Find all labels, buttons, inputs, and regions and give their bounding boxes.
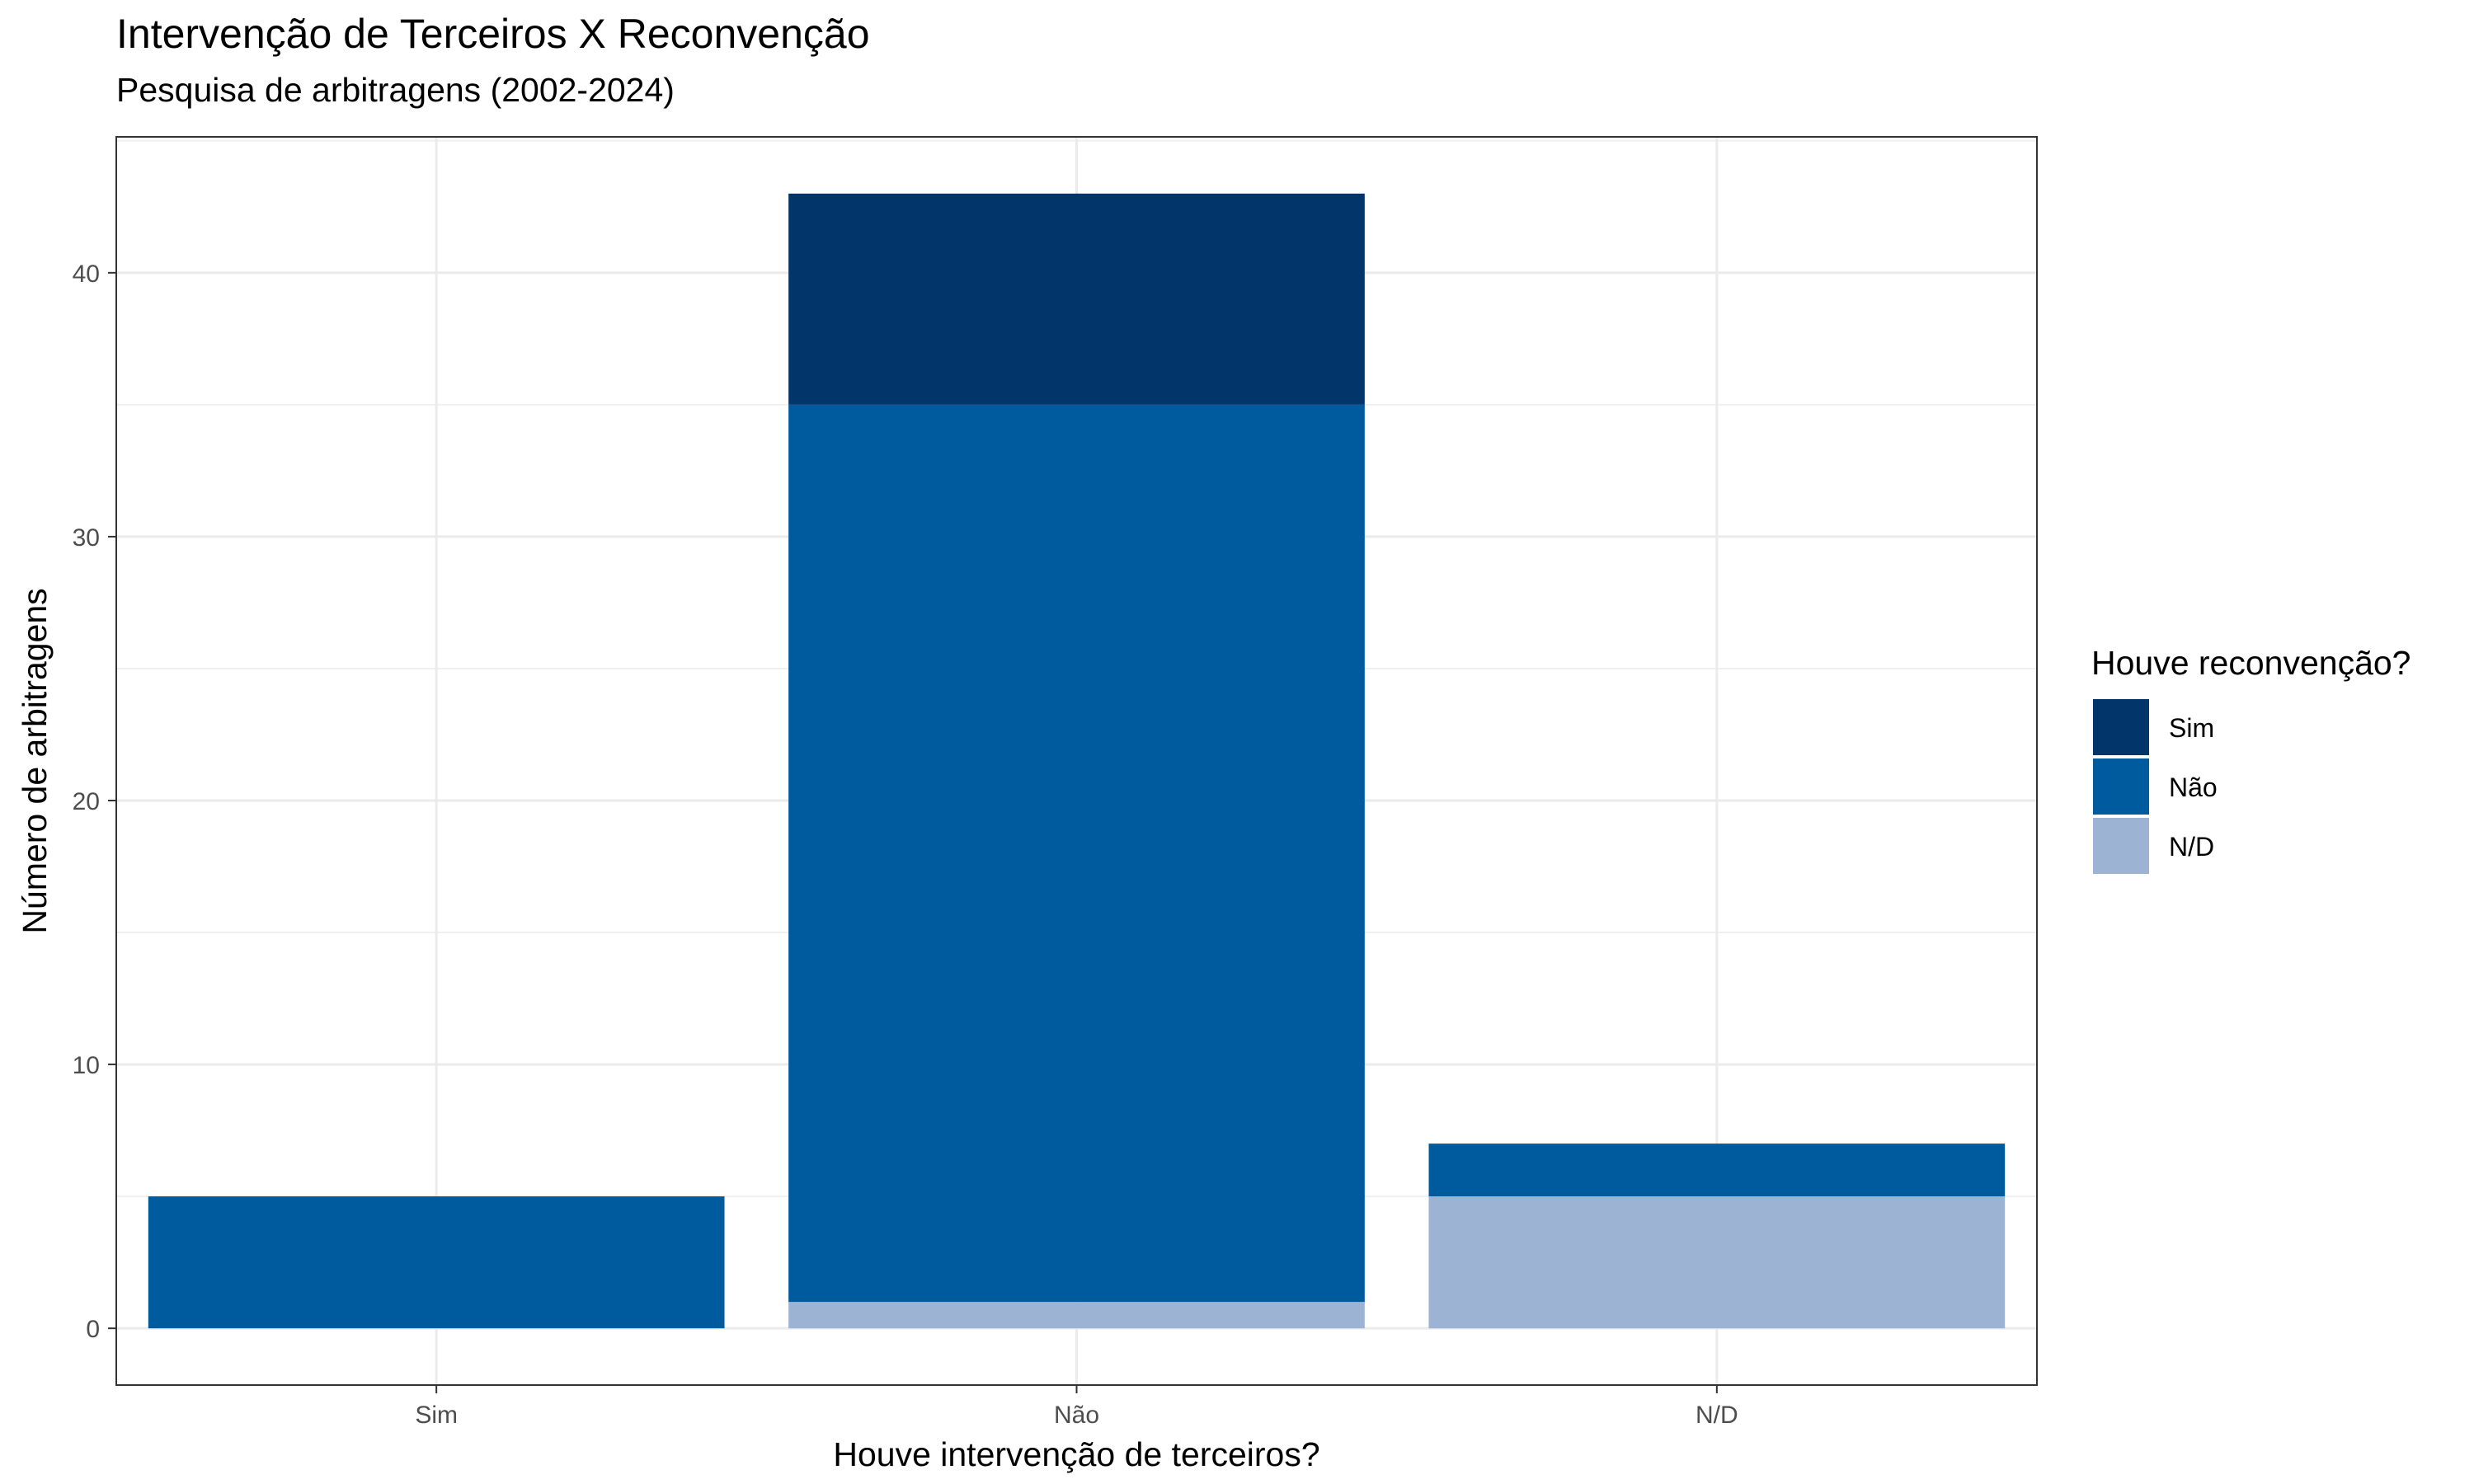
y-tick-label: 10 bbox=[73, 1052, 100, 1079]
chart-title: Intervenção de Terceiros X Reconvenção bbox=[116, 11, 870, 57]
x-tick-label: N/D bbox=[1696, 1402, 1738, 1429]
legend-key bbox=[2093, 758, 2149, 815]
y-axis-title: Número de arbitragens bbox=[16, 588, 54, 933]
x-tick-label: Não bbox=[1054, 1402, 1099, 1429]
legend-title: Houve reconvenção? bbox=[2091, 644, 2411, 682]
bar-segment bbox=[148, 1196, 725, 1329]
legend-label: Não bbox=[2169, 773, 2218, 802]
legend-label: N/D bbox=[2169, 832, 2214, 862]
x-axis: Sim Não N/D bbox=[415, 1385, 1738, 1429]
chart-subtitle: Pesquisa de arbitragens (2002-2024) bbox=[116, 71, 675, 109]
bar-segment bbox=[788, 404, 1365, 1303]
bars bbox=[148, 193, 2006, 1329]
x-axis-title: Houve intervenção de terceiros? bbox=[833, 1435, 1319, 1473]
bar-segment bbox=[1428, 1144, 2006, 1197]
legend-label: Sim bbox=[2169, 713, 2214, 743]
legend-key bbox=[2093, 699, 2149, 755]
legend-key bbox=[2093, 818, 2149, 874]
y-tick-label: 20 bbox=[73, 788, 100, 815]
legend: Houve reconvenção? Sim Não N/D bbox=[2091, 644, 2411, 874]
x-tick-label: Sim bbox=[415, 1402, 458, 1429]
y-axis: 0 10 20 30 40 bbox=[73, 261, 116, 1343]
y-tick-label: 30 bbox=[73, 524, 100, 552]
bar-segment bbox=[1428, 1196, 2006, 1329]
bar-segment bbox=[788, 193, 1365, 405]
y-tick-label: 40 bbox=[73, 261, 100, 288]
y-tick-label: 0 bbox=[86, 1316, 100, 1343]
bar-segment bbox=[788, 1302, 1365, 1329]
